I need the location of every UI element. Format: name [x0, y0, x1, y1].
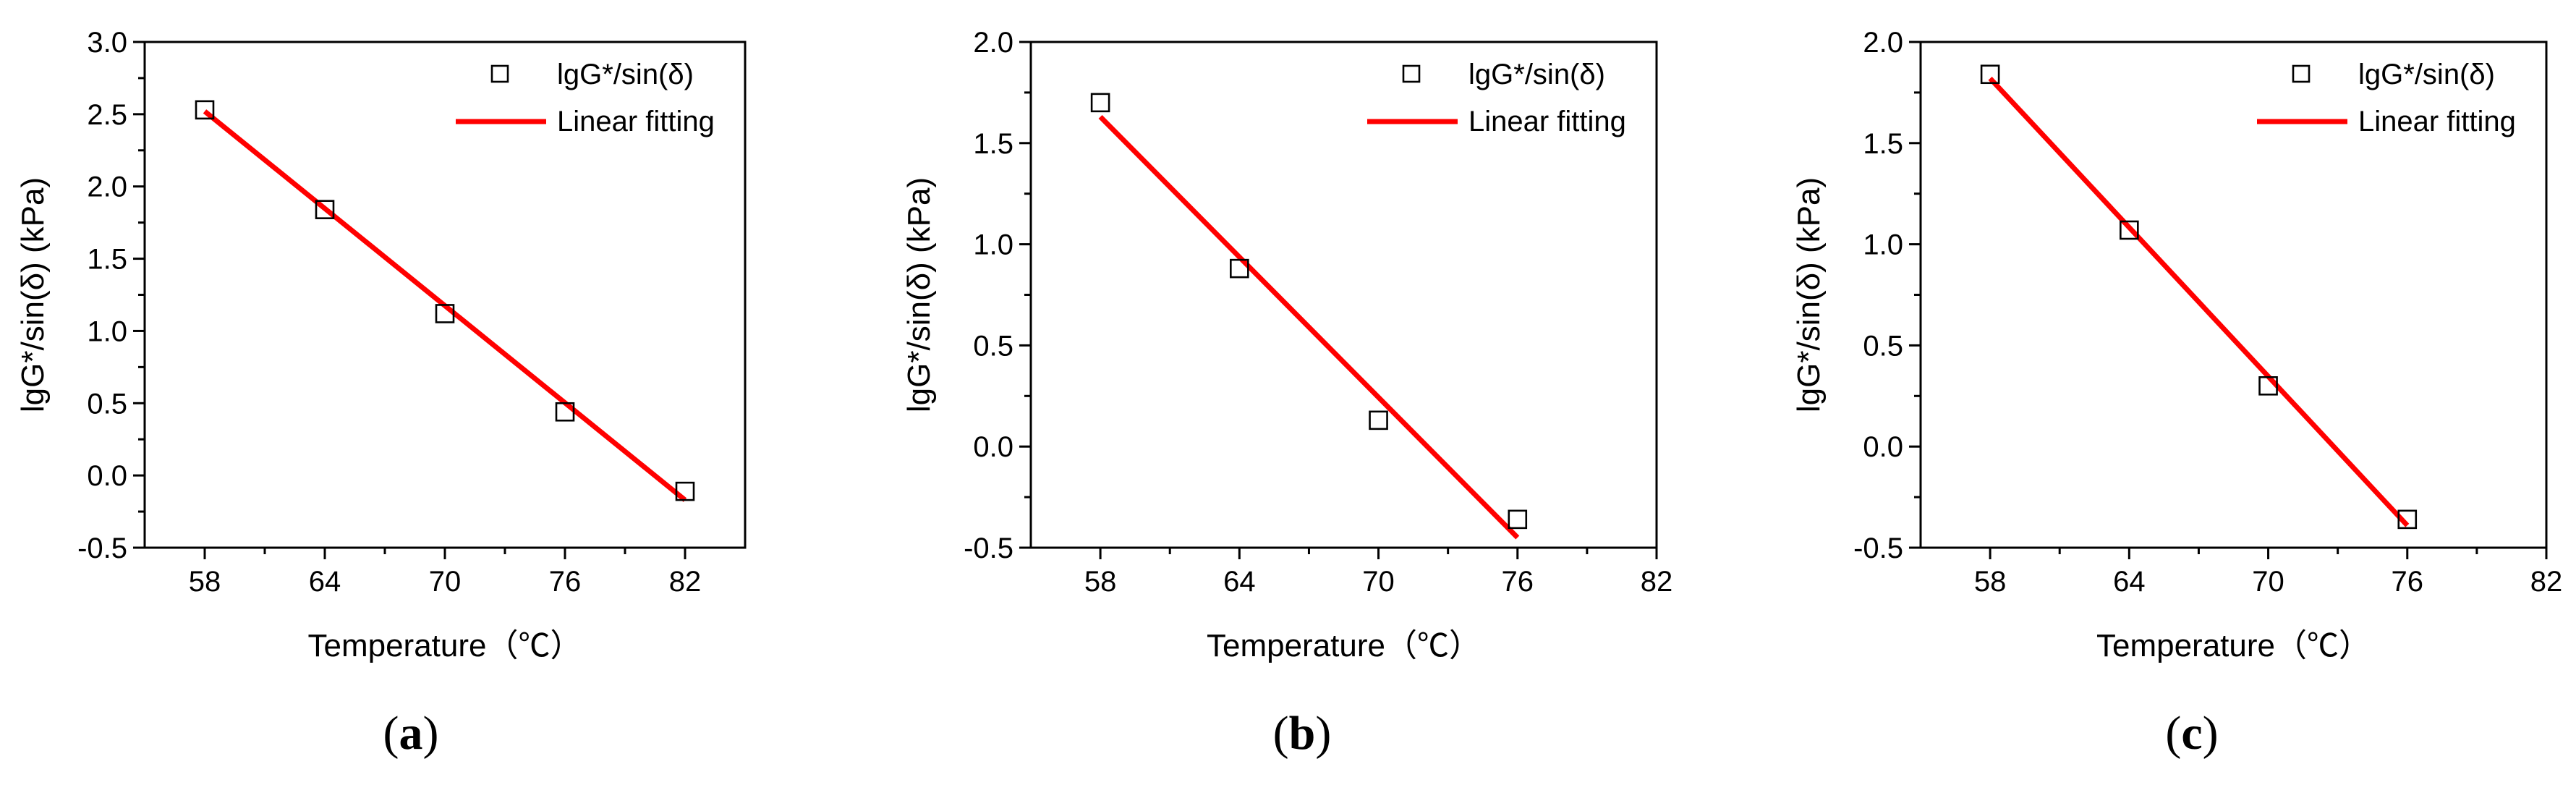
x-axis-title: Temperature（℃） [307, 628, 582, 663]
x-tick-label: 64 [309, 566, 341, 598]
legend: lgG*/sin(δ) Linear fitting [2257, 59, 2516, 137]
panel-label: (b) [1273, 707, 1332, 760]
y-tick-label: 0.0 [973, 431, 1013, 463]
fit-line [1098, 114, 1520, 540]
x-tick-label: 76 [1502, 566, 1534, 598]
y-tick-label: 2.0 [973, 27, 1013, 59]
x-tick-label: 82 [669, 566, 702, 598]
legend-label-fit: Linear fitting [2358, 106, 2516, 137]
data-point [555, 402, 575, 422]
x-tick-label: 82 [2530, 566, 2563, 598]
panel-label: (c) [2165, 707, 2218, 760]
y-tick-label: 1.0 [1863, 229, 1903, 261]
data-point [2120, 220, 2139, 240]
x-tick-label: 76 [2392, 566, 2424, 598]
x-axis-title: Temperature（℃） [1207, 628, 1481, 663]
y-tick-label: 1.5 [973, 128, 1013, 160]
y-axis-title: lgG*/sin(δ) (kPa) [15, 177, 51, 412]
y-tick-label: 3.0 [87, 27, 127, 59]
data-point [1230, 258, 1249, 279]
legend-label-fit: Linear fitting [1468, 106, 1626, 137]
x-tick-label: 58 [1084, 566, 1117, 598]
x-axis-title: Temperature（℃） [2096, 628, 2371, 663]
data-point [2258, 376, 2278, 396]
data-point [2397, 509, 2418, 530]
legend-marker-square [2292, 64, 2311, 83]
y-tick-label: 0.0 [1863, 431, 1903, 463]
y-tick-label: -0.5 [77, 532, 127, 564]
chart-panel-a: -0.5 0.0 0.5 1.0 1.5 2.0 2.5 3.0 58 64 70 76 82 Tempe… [15, 27, 747, 760]
legend: lgG*/sin(δ) Linear fitting [1367, 59, 1626, 137]
legend: lgG*/sin(δ) Linear fitting [456, 59, 715, 137]
data-point [315, 200, 335, 219]
y-tick-label: -0.5 [964, 532, 1013, 564]
legend-label-fit: Linear fitting [557, 106, 715, 137]
data-point [435, 304, 455, 323]
y-tick-label: 1.0 [87, 315, 127, 347]
y-tick-label: 2.0 [1863, 27, 1903, 59]
data-point [1980, 64, 2000, 85]
y-tick-label: 2.0 [87, 171, 127, 203]
x-tick-label: 70 [1362, 566, 1395, 598]
x-tick-label: 70 [2252, 566, 2284, 598]
data-point [1508, 509, 1528, 530]
y-tick-label: 0.5 [973, 330, 1013, 362]
chart-panel-b: -0.5 0.0 0.5 1.0 1.5 2.0 58 64 70 76 82 Temperature… [901, 27, 1672, 760]
data-point [195, 100, 215, 120]
data-point [1369, 410, 1388, 430]
chart-panel-c: -0.5 0.0 0.5 1.0 1.5 2.0 58 64 70 76 82 Temperature… [1791, 27, 2562, 760]
y-tick-label: -0.5 [1853, 532, 1903, 564]
y-tick-label: 0.0 [87, 460, 127, 492]
x-tick-label: 64 [2113, 566, 2146, 598]
legend-label-data: lgG*/sin(δ) [2358, 59, 2495, 90]
y-tick-label: 0.5 [1863, 330, 1903, 362]
y-tick-label: 0.5 [87, 388, 127, 420]
legend-label-data: lgG*/sin(δ) [557, 59, 694, 90]
fit-line [1988, 76, 2410, 527]
x-tick-label: 76 [549, 566, 582, 598]
legend-marker-square [490, 64, 509, 83]
y-tick-label: 1.5 [1863, 128, 1903, 160]
x-tick-label: 58 [1974, 566, 2007, 598]
y-axis-title: lgG*/sin(δ) (kPa) [1791, 177, 1827, 412]
data-point [675, 481, 695, 501]
x-tick-label: 70 [429, 566, 462, 598]
x-tick-label: 64 [1223, 566, 1256, 598]
x-tick-label: 82 [1641, 566, 1673, 598]
y-tick-label: 1.5 [87, 244, 127, 276]
y-tick-label: 2.5 [87, 99, 127, 131]
y-tick-label: 1.0 [973, 229, 1013, 261]
legend-label-data: lgG*/sin(δ) [1468, 59, 1605, 90]
data-point [1090, 93, 1110, 113]
legend-marker-square [1402, 64, 1421, 83]
panel-label: (a) [383, 707, 439, 760]
x-tick-label: 58 [189, 566, 221, 598]
y-axis-title: lgG*/sin(δ) (kPa) [901, 177, 937, 412]
